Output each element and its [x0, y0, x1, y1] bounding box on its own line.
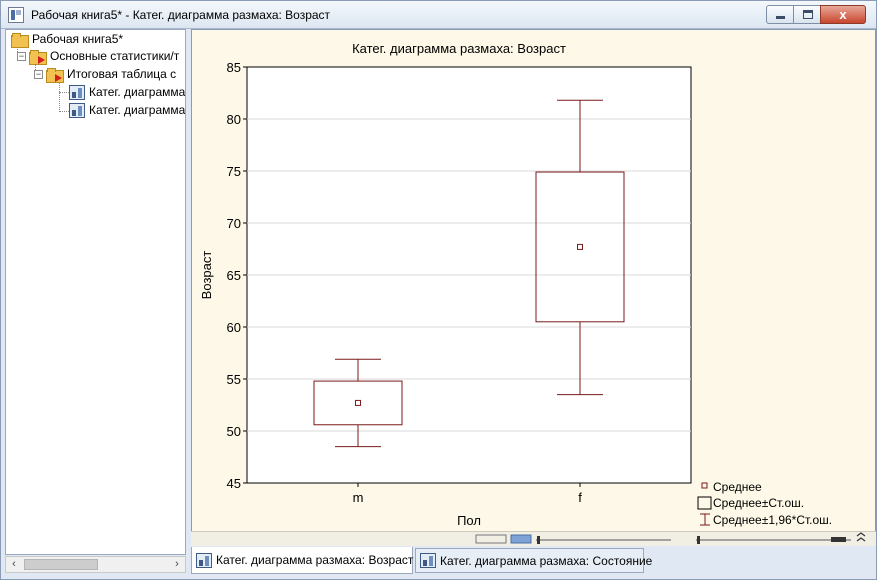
- tree-line: [59, 82, 60, 112]
- legend-se-marker: [697, 496, 712, 510]
- y-tick-label: 45: [227, 476, 241, 491]
- tree-line: [59, 92, 69, 93]
- pane-splitter[interactable]: [186, 29, 191, 574]
- graph-icon: [69, 102, 85, 118]
- tab-status-chart[interactable]: Катег. диаграмма размаха: Состояние: [415, 548, 652, 573]
- legend-se-label: Среднее±Ст.ош.: [713, 496, 804, 510]
- close-button[interactable]: x: [820, 5, 866, 24]
- minimize-icon: [776, 16, 785, 19]
- y-ticks: 45 50 55 60 65 70 75 80 85 m f: [227, 60, 583, 505]
- tab-label: Катег. диаграмма размаха: Состояние: [440, 553, 653, 568]
- folder-icon: [46, 67, 64, 83]
- scroll-left-icon[interactable]: ‹: [12, 558, 16, 570]
- legend-mean-marker: [701, 482, 708, 489]
- legend-mean-label: Среднее: [713, 480, 762, 494]
- gridlines: [247, 118, 691, 432]
- legend-ci-marker: [700, 513, 710, 526]
- tree-item-graph-1[interactable]: Катег. диаграмма: [69, 83, 185, 101]
- slider-handle[interactable]: [537, 536, 540, 544]
- tree-item-label: Итоговая таблица с: [67, 67, 177, 81]
- legend: Среднее Среднее±Ст.ош. Среднее±1,96*Ст.о…: [697, 480, 832, 527]
- arrow-icon: [55, 73, 62, 82]
- y-tick-label: 60: [227, 320, 241, 335]
- zoom-icon[interactable]: [510, 534, 532, 544]
- window-title: Рабочая книга5* - Катег. диаграмма разма…: [31, 8, 331, 22]
- se-box: [535, 171, 625, 323]
- y-tick-label: 75: [227, 164, 241, 179]
- arrow-icon: [38, 55, 45, 64]
- tree-item-basic-stats[interactable]: − Основные статистики/т: [17, 47, 179, 65]
- workbook-tree: Рабочая книга5* − Основные статистики/т …: [5, 29, 186, 555]
- tab-label: Катег. диаграмма размаха: Возраст: [216, 553, 414, 567]
- tree-line: [59, 111, 69, 112]
- minimize-button[interactable]: [766, 5, 794, 24]
- slider-end-icon[interactable]: [831, 537, 846, 542]
- window-controls: x: [766, 5, 866, 25]
- y-tick-label: 65: [227, 268, 241, 283]
- tree-item-graph-2[interactable]: Катег. диаграмма: [69, 101, 185, 119]
- zoom-slider-handle[interactable]: [697, 536, 700, 544]
- title-bar[interactable]: Рабочая книга5* - Катег. диаграмма разма…: [1, 1, 876, 29]
- folder-icon: [11, 32, 29, 48]
- tree-item-label: Рабочая книга5*: [32, 32, 124, 46]
- workbook-icon[interactable]: [8, 7, 24, 23]
- tree-item-label: Катег. диаграмма: [89, 85, 186, 99]
- pan-icon[interactable]: [475, 534, 507, 544]
- graph-toolbar-strip[interactable]: [191, 531, 876, 546]
- x-tick-label: f: [578, 490, 582, 505]
- mean-marker: [577, 243, 583, 250]
- collapse-toggle[interactable]: −: [34, 68, 43, 79]
- tree-item-workbook[interactable]: Рабочая книга5*: [11, 30, 123, 48]
- y-tick-label: 50: [227, 424, 241, 439]
- se-box: [313, 380, 403, 426]
- tree-item-summary-table[interactable]: − Итоговая таблица с: [34, 65, 176, 83]
- legend-ci-label: Среднее±1,96*Ст.ош.: [713, 513, 832, 527]
- expand-icon[interactable]: [856, 532, 866, 542]
- y-tick-label: 85: [227, 60, 241, 75]
- graph-icon: [196, 552, 212, 568]
- tree-item-label: Основные статистики/т: [50, 49, 180, 63]
- chart-title: Катег. диаграмма размаха: Возраст: [352, 41, 566, 56]
- maximize-button[interactable]: [793, 5, 821, 24]
- graph-toolbar: [475, 532, 866, 544]
- graph-tabs: Катег. диаграмма размаха: Возраст Катег.…: [191, 547, 876, 575]
- chart-area: 45 50 55 60 65 70 75 80 85 m f Катег. диаграмма ра…: [191, 29, 876, 546]
- graph-icon: [420, 553, 436, 568]
- x-axis-label: Пол: [457, 513, 481, 528]
- tree-horizontal-scrollbar[interactable]: ‹ ›: [5, 556, 186, 573]
- box-plot-chart: 45 50 55 60 65 70 75 80 85 m f Катег. диаграмма ра…: [199, 41, 832, 528]
- box-marks: [313, 99, 625, 448]
- tree-line: [17, 46, 18, 56]
- y-axis-label: Возраст: [199, 251, 214, 300]
- y-tick-label: 70: [227, 216, 241, 231]
- maximize-icon: [803, 10, 813, 19]
- y-tick-label: 80: [227, 112, 241, 127]
- scroll-right-icon[interactable]: ›: [175, 558, 179, 570]
- folder-icon: [29, 49, 47, 65]
- tree-line: [35, 64, 36, 74]
- tree-item-label: Катег. диаграмма: [89, 103, 186, 117]
- graph-icon: [69, 84, 85, 100]
- collapse-toggle[interactable]: −: [17, 50, 26, 61]
- scrollbar-thumb[interactable]: [24, 559, 98, 570]
- x-tick-label: m: [353, 490, 364, 505]
- tab-age-chart[interactable]: Катег. диаграмма размаха: Возраст: [191, 547, 413, 574]
- y-tick-label: 55: [227, 372, 241, 387]
- mean-marker: [355, 399, 361, 406]
